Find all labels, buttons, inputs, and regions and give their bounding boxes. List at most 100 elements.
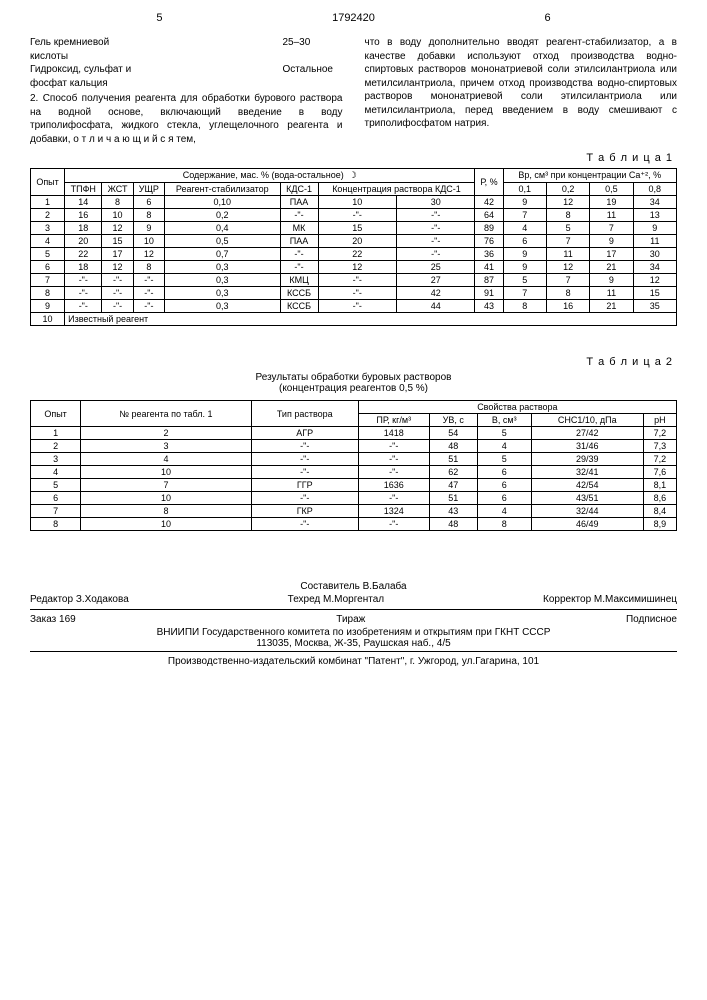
table-cell: 0,2 [165,209,280,222]
t1-h-kds: КДС-1 [280,183,318,196]
table-cell: 41 [475,261,503,274]
table-cell: -"- [280,248,318,261]
table-cell: 0,3 [165,287,280,300]
body-columns: Гель кремниевой кислоты 25–30 Гидроксид,… [30,36,677,146]
table-cell: 46/49 [531,518,643,531]
table-cell: 3 [31,453,81,466]
table-cell: 10 [81,518,252,531]
table-cell: -"- [65,287,102,300]
table-cell: 22 [318,248,396,261]
table-row: 114860,10ПАА1030429121934 [31,196,677,209]
table-cell: 8,4 [643,505,676,518]
table-cell: 15 [633,287,676,300]
t2-h-opyt: Опыт [31,401,81,427]
table-cell: 6 [503,235,546,248]
table-cell: 4 [477,440,531,453]
table-cell: 17 [102,248,133,261]
left-para: 2. Способ получения реагента для обработ… [30,92,343,146]
table-cell: 1 [31,196,65,209]
table-cell: 16 [65,209,102,222]
t1-h-group2: Вр, см³ при концентрации Ca⁺², % [503,169,676,183]
table-cell: 7,6 [643,466,676,479]
table-cell: 11 [546,248,589,261]
t1-h-zhst: ЖСТ [102,183,133,196]
table-cell: 1 [31,427,81,440]
table-cell: МК [280,222,318,235]
table-cell: 9 [133,222,164,235]
page-num-right: 6 [418,12,677,24]
table-cell: 6 [31,492,81,505]
table-cell: 8 [546,287,589,300]
table-cell: 8 [133,261,164,274]
table-cell: -"- [280,261,318,274]
table-cell: 48 [429,518,477,531]
table-row: 410-"--"-62632/417,6 [31,466,677,479]
table-cell: 9 [590,235,633,248]
table-cell: ПАА [280,196,318,209]
table-cell: -"- [251,466,358,479]
t1-h-05: 0,5 [590,183,633,196]
table-cell: 9 [503,196,546,209]
table-cell: 10 [133,235,164,248]
table-cell: 8,9 [643,518,676,531]
t2-h-group: Свойства раствора [358,401,676,414]
table-cell: 0,3 [165,261,280,274]
table-cell: 12 [133,248,164,261]
table-cell: 5 [503,274,546,287]
table-cell: 5 [31,479,81,492]
table-cell: -"- [358,440,429,453]
table-cell: 7,3 [643,440,676,453]
table-cell: 22 [65,248,102,261]
t2-h-reag: № реагента по табл. 1 [81,401,252,427]
table-row: 810-"--"-48846/498,9 [31,518,677,531]
comp-label: Гидроксид, сульфат и фосфат кальция [30,63,283,90]
comp-value: 25–30 [283,36,343,63]
table-row: 6181280,3-"-1225419122134 [31,261,677,274]
table-cell: 25 [396,261,474,274]
table-cell: 87 [475,274,503,287]
table-cell: 0,3 [165,274,280,287]
t1-h-group1: Содержание, мас. % (вода-остальное) ☽ [65,169,475,183]
table-cell: -"- [396,235,474,248]
table-cell: 12 [546,196,589,209]
table-cell: 42 [475,196,503,209]
table-cell: 3 [31,222,65,235]
table-cell: 9 [503,248,546,261]
table-cell: -"- [65,300,102,313]
table-cell: 4 [477,505,531,518]
table-cell: -"- [133,274,164,287]
table-cell: 0,4 [165,222,280,235]
table-cell: 76 [475,235,503,248]
table-cell: 18 [65,222,102,235]
table-cell: 43 [429,505,477,518]
table-cell: 8 [503,300,546,313]
table-cell: -"- [251,518,358,531]
left-column: Гель кремниевой кислоты 25–30 Гидроксид,… [30,36,343,146]
table-cell: 12 [633,274,676,287]
table-cell: 42 [396,287,474,300]
table-cell: 11 [633,235,676,248]
t1-h-ushr: УЩР [133,183,164,196]
org1: ВНИИПИ Государственного комитета по изоб… [30,627,677,638]
table2-label: Т а б л и ц а 2 [30,356,673,368]
table-cell: 43/51 [531,492,643,505]
table-row: 42015100,5ПАА20-"-7667911 [31,235,677,248]
table-cell: 10 [318,196,396,209]
sub: Подписное [626,614,677,625]
table-row: 2161080,2-"--"--"-64781113 [31,209,677,222]
table-cell: 12 [318,261,396,274]
table-cell: 9 [633,222,676,235]
table-cell: 0,10 [165,196,280,209]
table-row: 78ГКР132443432/448,4 [31,505,677,518]
table-cell: 7 [31,505,81,518]
table-cell: ПАА [280,235,318,248]
t1-h-r: Р, % [475,169,503,196]
table-cell: КМЦ [280,274,318,287]
table-cell: 7 [503,287,546,300]
table-cell: 14 [65,196,102,209]
table-2: Опыт № реагента по табл. 1 Тип раствора … [30,400,677,531]
table-cell: 4 [31,235,65,248]
table-cell: 0,5 [165,235,280,248]
table-cell: 89 [475,222,503,235]
table-row: 8-"--"--"-0,3КССБ-"-4291781115 [31,287,677,300]
